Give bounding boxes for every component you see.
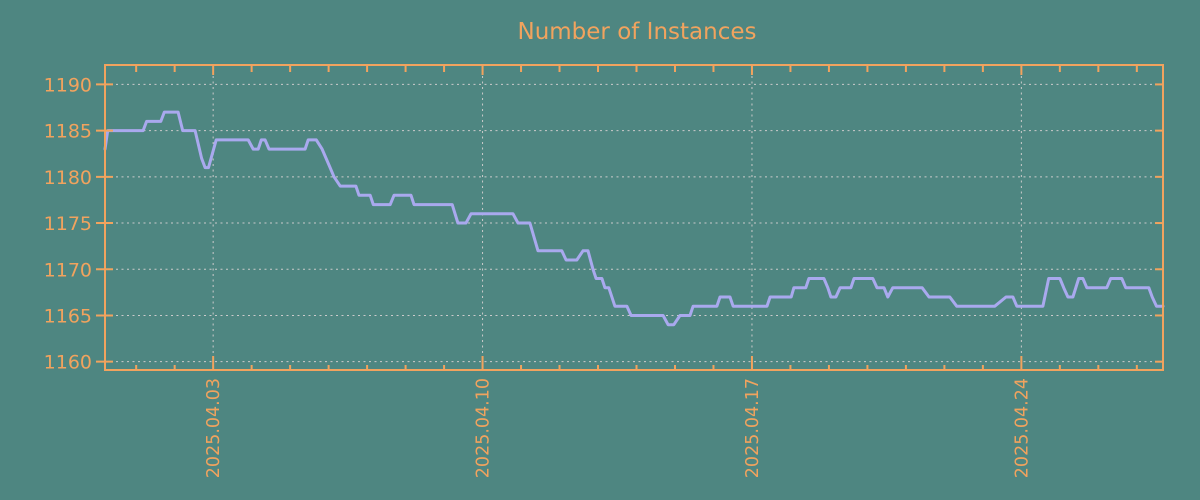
y-tick-label: 1190 <box>44 74 92 96</box>
grid-layer <box>105 65 1163 370</box>
y-tick-label: 1175 <box>44 213 92 235</box>
series-layer <box>103 110 1165 327</box>
y-tick-label: 1180 <box>44 167 92 189</box>
x-tick-label: 2025.04.17 <box>743 378 763 478</box>
y-tick-label: 1185 <box>44 121 92 143</box>
series-line <box>103 110 1165 327</box>
y-tick-label: 1165 <box>44 305 92 327</box>
y-tick-label: 1170 <box>44 259 92 281</box>
x-tick-label: 2025.04.24 <box>1012 378 1032 478</box>
plot-border <box>104 64 1164 371</box>
chart-title: Number of Instances <box>518 19 757 45</box>
x-tick-label: 2025.04.03 <box>204 378 224 478</box>
axis-layer: 1160 1165 1170 1175 1180 1185 1190 2025.04.03 20… <box>44 64 1164 478</box>
x-tick-label: 2025.04.10 <box>474 378 494 478</box>
y-tick-label: 1160 <box>44 352 92 374</box>
